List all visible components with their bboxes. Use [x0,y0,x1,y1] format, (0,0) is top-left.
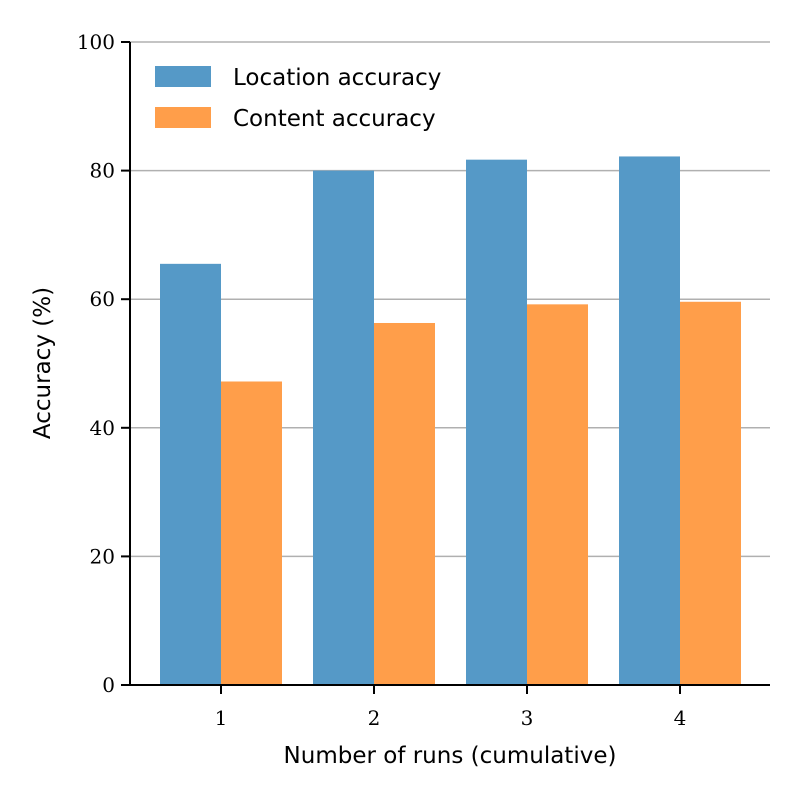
bar-location-1 [160,263,221,685]
bars [160,156,741,686]
x-tick-label-3: 3 [521,706,534,730]
y-axis-label: Accuracy (%) [30,287,56,439]
x-tick-label-4: 4 [674,706,687,730]
x-tick-label-2: 2 [368,706,381,730]
y-tick-label-100: 100 [77,30,115,54]
y-ticks: 0 20 40 60 80 100 [77,30,130,697]
legend-swatch-location [155,66,211,87]
bar-content-4 [680,301,741,685]
x-axis-label: Number of runs (cumulative) [284,743,617,769]
y-tick-label-60: 60 [90,287,115,311]
x-tick-label-1: 1 [215,706,228,730]
x-ticks: 1 2 3 4 [215,685,687,730]
legend-swatch-content [155,107,211,128]
axes [129,42,770,686]
legend-label-location: Location accuracy [233,65,441,91]
y-tick-label-0: 0 [102,673,115,697]
bar-content-3 [527,304,588,685]
legend: Location accuracy Content accuracy [155,65,441,132]
bar-content-2 [374,322,435,685]
bar-location-4 [619,156,680,686]
bar-content-1 [221,381,282,685]
y-tick-label-20: 20 [90,544,115,568]
legend-label-content: Content accuracy [233,106,436,132]
bar-location-3 [466,159,527,685]
bar-location-2 [313,170,374,686]
y-tick-label-80: 80 [90,159,115,183]
y-tick-label-40: 40 [90,416,115,440]
